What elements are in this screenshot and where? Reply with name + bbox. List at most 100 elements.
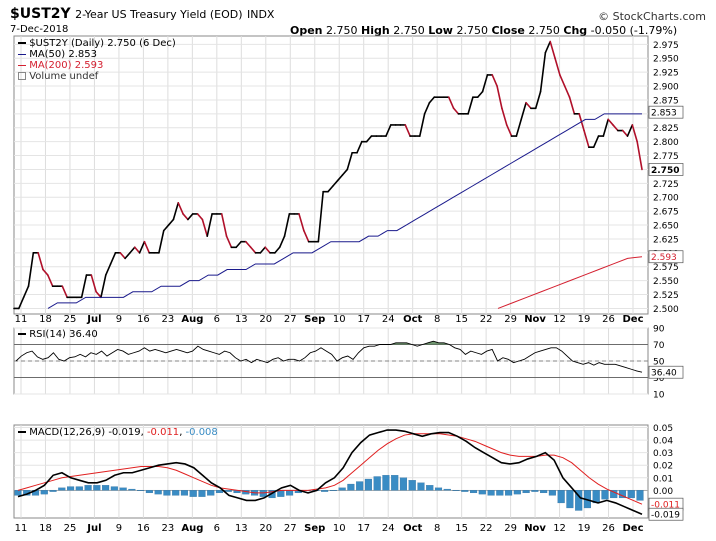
low-value: 2.750 — [456, 24, 488, 37]
price-segment — [476, 90, 484, 98]
macd-histogram-bar — [40, 490, 48, 495]
brand-watermark: © StockCharts.com — [598, 10, 706, 23]
price-segment — [539, 51, 547, 93]
price-segment — [505, 124, 513, 137]
ma50-last-tag: 2.853 — [651, 109, 677, 119]
x-tick-label: 23 — [162, 314, 175, 325]
price-segment — [274, 246, 281, 254]
x-tick-label: 13 — [235, 314, 248, 325]
macd-histogram-bar — [513, 490, 521, 495]
price-segment — [37, 252, 44, 271]
chg-label: Chg — [563, 24, 588, 37]
x-tick-label: 23 — [162, 523, 175, 534]
x-tick-label: 15 — [455, 314, 468, 325]
macd-histogram-bar — [469, 490, 478, 494]
y-tick-label: 2.725 — [653, 180, 679, 190]
legend-macd-value: -0.019 — [108, 427, 141, 438]
y-tick-label: 2.775 — [653, 152, 679, 162]
close-last-tag: 2.750 — [651, 166, 679, 176]
x-tick-label: 17 — [357, 523, 370, 534]
y-tick-label: 2.700 — [653, 194, 679, 204]
x-tick-label: Oct — [403, 314, 422, 325]
x-tick-label: 29 — [504, 523, 517, 534]
x-tick-label: 19 — [578, 314, 591, 325]
price-segment — [158, 229, 165, 254]
price-segment — [206, 213, 213, 237]
x-tick-label: 20 — [259, 523, 272, 534]
x-tick-label: 6 — [214, 523, 220, 534]
x-tick-label: 18 — [39, 314, 52, 325]
x-tick-label: 10 — [333, 523, 346, 534]
price-segment — [143, 240, 151, 254]
y-tick-label: 2.500 — [653, 305, 679, 315]
price-segment — [264, 246, 271, 254]
price-segment — [534, 90, 542, 110]
price-segment — [365, 135, 373, 143]
macd-histogram-bar — [215, 490, 224, 494]
price-segment — [187, 213, 194, 221]
x-tick-label: 9 — [116, 314, 122, 325]
price-segment — [109, 252, 117, 265]
price-segment — [592, 135, 600, 148]
price-segment — [636, 140, 643, 171]
x-tick-label: Aug — [181, 523, 203, 534]
price-segment — [317, 190, 324, 243]
chart-title: $UST2Y 2-Year US Treasury Yield (EOD) IN… — [10, 6, 274, 22]
price-segment — [177, 202, 184, 215]
x-tick-label: 26 — [602, 523, 615, 534]
rsi-last-tag: 36.40 — [651, 369, 677, 379]
macd-histogram-bar — [610, 490, 618, 499]
legend-macd-prefix: MACD(12,26,9) — [29, 427, 106, 438]
macd-last-tag: -0.019 — [651, 511, 680, 521]
price-segment — [568, 96, 576, 115]
macd-histogram-bar — [356, 481, 364, 491]
y-tick-label: 0.05 — [653, 424, 673, 434]
macd-line — [17, 429, 643, 515]
macd-histogram-bar — [399, 477, 408, 491]
price-segment — [22, 285, 30, 299]
x-tick-label: Nov — [524, 523, 546, 534]
macd-histogram-bar — [434, 487, 443, 491]
macd-histogram-bar — [347, 483, 355, 491]
legend-ma50-text: MA(50) 2.853 — [29, 49, 97, 60]
macd-histogram-bar — [93, 485, 101, 491]
price-segment — [631, 124, 638, 143]
x-tick-label: 27 — [284, 314, 297, 325]
x-tick-label: 16 — [137, 314, 150, 325]
y-tick-label: 2.575 — [653, 263, 679, 273]
close-label: Close — [491, 24, 525, 37]
macd-histogram-bar — [575, 490, 583, 511]
macd-signal-last-tag: -0.011 — [651, 501, 680, 511]
macd-histogram-bar — [601, 490, 609, 500]
chg-value: -0.050 (-1.79%) — [590, 24, 678, 37]
legend-ma200: MA(200) 2.593 — [18, 60, 103, 71]
y-tick-label: 2.825 — [653, 124, 679, 134]
open-label: Open — [290, 24, 323, 37]
macd-histogram-bar — [522, 490, 530, 494]
description: 2-Year US Treasury Yield (EOD) — [75, 8, 243, 21]
macd-histogram-bar — [189, 490, 197, 497]
macd-histogram-bar — [408, 480, 416, 491]
x-tick-label: 25 — [64, 523, 77, 534]
low-label: Low — [428, 24, 453, 37]
price-segment — [447, 96, 455, 110]
x-tick-label: 22 — [480, 314, 493, 325]
price-segment — [18, 296, 25, 310]
exchange: INDX — [246, 8, 275, 21]
price-segment — [612, 124, 619, 132]
price-segment — [607, 118, 614, 126]
macd-histogram-bar — [391, 475, 399, 491]
macd-histogram-bar — [321, 490, 329, 492]
ma200-line — [497, 256, 643, 309]
x-tick-label: 25 — [64, 314, 77, 325]
y-tick-label: 2.800 — [653, 138, 679, 148]
x-tick-label: 26 — [602, 314, 615, 325]
high-value: 2.750 — [393, 24, 425, 37]
y-tick-label: 30 — [653, 374, 665, 384]
x-tick-label: Jul — [86, 523, 101, 534]
macd-histogram-bar — [487, 490, 495, 496]
legend-macd-signal: -0.011 — [146, 427, 180, 438]
close-value: 2.750 — [528, 24, 560, 37]
macd-histogram-bar — [172, 490, 180, 496]
price-segment — [259, 246, 267, 254]
